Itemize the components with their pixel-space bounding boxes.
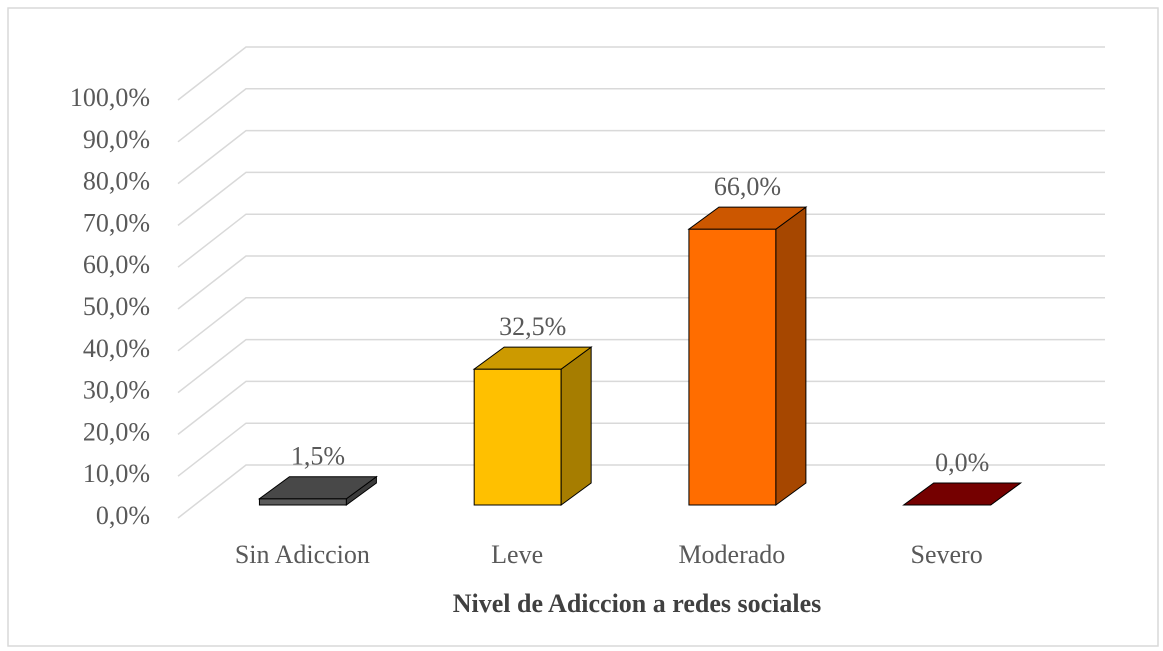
data-label: 66,0% — [714, 172, 781, 201]
bar-side — [775, 206, 807, 506]
y-tick-label: 0,0% — [96, 501, 150, 530]
bar-front — [473, 368, 562, 506]
grid-line — [177, 88, 1105, 143]
y-tick-label: 70,0% — [83, 208, 150, 237]
grid-line — [177, 464, 1105, 519]
grid-line — [177, 213, 1105, 268]
grid-line — [177, 255, 1105, 310]
grid-line — [177, 297, 1105, 352]
bar-top — [472, 346, 593, 370]
grid-line — [177, 380, 1105, 435]
bar-top — [687, 206, 808, 230]
bar-front — [258, 498, 347, 506]
x-tick-label: Leve — [491, 540, 543, 569]
bar-top — [257, 476, 378, 500]
y-tick-label: 60,0% — [83, 250, 150, 279]
data-label: 32,5% — [499, 312, 566, 341]
bar-side — [560, 346, 592, 506]
x-tick-label: Sin Adiccion — [235, 540, 370, 569]
y-tick-label: 30,0% — [83, 376, 150, 405]
grid-line — [177, 171, 1105, 226]
x-tick-label: Severo — [911, 540, 983, 569]
grid-line — [177, 338, 1105, 394]
grid-line — [177, 46, 1105, 101]
y-tick-label: 10,0% — [83, 459, 150, 488]
y-tick-label: 100,0% — [70, 83, 150, 112]
y-tick-label: 80,0% — [83, 167, 150, 196]
data-label: 1,5% — [291, 442, 345, 471]
grid-line — [177, 422, 1105, 477]
data-label: 0,0% — [935, 448, 989, 477]
y-tick-label: 90,0% — [83, 125, 150, 154]
bar-top — [902, 482, 1023, 506]
x-axis-title: Nivel de Adiccion a redes sociales — [453, 589, 822, 618]
y-tick-label: 20,0% — [83, 417, 150, 446]
chart-border — [7, 7, 1159, 647]
bar-front — [688, 228, 777, 506]
y-tick-label: 40,0% — [83, 334, 150, 363]
x-tick-label: Moderado — [678, 540, 785, 569]
y-tick-label: 50,0% — [83, 292, 150, 321]
grid-line — [177, 129, 1105, 185]
